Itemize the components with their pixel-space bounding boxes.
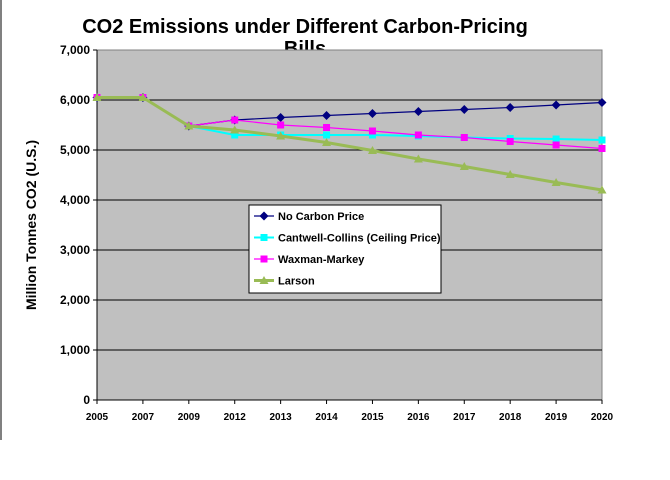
legend-label: No Carbon Price — [278, 211, 364, 223]
legend-marker — [260, 234, 268, 241]
y-tick-label: 2,000 — [60, 293, 90, 307]
data-point — [276, 131, 286, 140]
x-axis-ticks: 2005 2007 2009 2012 2013 2014 2015 2016 2017 2018… — [86, 400, 614, 423]
y-axis-ticks: 0 1,000 2,000 3,000 4,000 5,000 6,000 7,000 — [60, 43, 97, 407]
data-point — [459, 105, 469, 114]
x-tick-label: 2016 — [407, 412, 430, 423]
chart-title-line1: CO2 Emissions under Different Carbon-Pri… — [82, 16, 528, 38]
data-point — [184, 121, 194, 130]
data-point — [367, 146, 377, 154]
x-tick-label: 2018 — [499, 412, 522, 423]
data-point — [460, 134, 468, 141]
series-larson — [92, 93, 607, 194]
y-tick-label: 4,000 — [60, 193, 90, 207]
data-point — [506, 138, 514, 145]
y-tick-label: 3,000 — [60, 243, 90, 257]
legend-label: Cantwell-Collins (Ceiling Price) — [278, 233, 441, 245]
legend-label: Waxman-Markey — [278, 254, 365, 266]
data-point — [367, 109, 377, 118]
legend-marker — [260, 255, 268, 263]
y-tick-label: 7,000 — [60, 43, 90, 57]
data-point — [459, 162, 469, 170]
x-tick-label: 2020 — [591, 412, 614, 423]
data-point — [92, 93, 102, 101]
data-point — [230, 125, 240, 134]
x-tick-label: 2017 — [453, 412, 476, 423]
data-point — [322, 138, 332, 146]
legend-marker — [259, 276, 269, 284]
y-axis-label: Million Tonnes CO2 (U.S.) — [23, 140, 39, 310]
y-tick-label: 5,000 — [60, 143, 90, 157]
data-point — [368, 127, 376, 135]
x-tick-label: 2015 — [361, 412, 384, 423]
legend: No Carbon Price Cantwell-Collins (Ceiling… — [248, 204, 442, 294]
data-point — [551, 100, 561, 110]
x-tick-label: 2012 — [224, 412, 247, 423]
data-point — [597, 185, 607, 194]
data-point — [598, 145, 606, 152]
data-point — [322, 111, 332, 120]
legend-marker — [259, 211, 269, 221]
data-point — [413, 154, 423, 163]
data-point — [505, 170, 515, 178]
y-tick-label: 1,000 — [60, 343, 90, 357]
x-tick-label: 2019 — [545, 412, 568, 423]
data-point — [598, 136, 606, 144]
x-tick-label: 2014 — [315, 412, 338, 423]
series-line — [97, 96, 603, 192]
data-point — [552, 135, 560, 143]
data-point — [413, 107, 423, 116]
x-tick-label: 2013 — [270, 412, 293, 423]
x-tick-label: 2007 — [132, 412, 155, 423]
data-point — [138, 93, 148, 101]
data-point — [231, 131, 239, 139]
series-lines — [92, 93, 607, 194]
legend-box — [248, 204, 442, 294]
data-point — [551, 178, 561, 186]
data-point — [231, 116, 239, 124]
data-point — [552, 141, 560, 149]
y-tick-label: 6,000 — [60, 93, 90, 107]
x-tick-label: 2005 — [86, 412, 109, 423]
data-point — [323, 131, 331, 139]
data-point — [368, 131, 376, 139]
data-point — [276, 113, 286, 122]
y-tick-label: 0 — [83, 393, 90, 407]
data-point — [277, 121, 285, 129]
data-point — [597, 98, 607, 107]
legend-label: Larson — [278, 276, 315, 288]
x-tick-label: 2009 — [178, 412, 201, 423]
data-point — [414, 131, 422, 139]
data-point — [505, 103, 515, 112]
data-point — [323, 124, 331, 131]
gridlines — [96, 50, 602, 401]
